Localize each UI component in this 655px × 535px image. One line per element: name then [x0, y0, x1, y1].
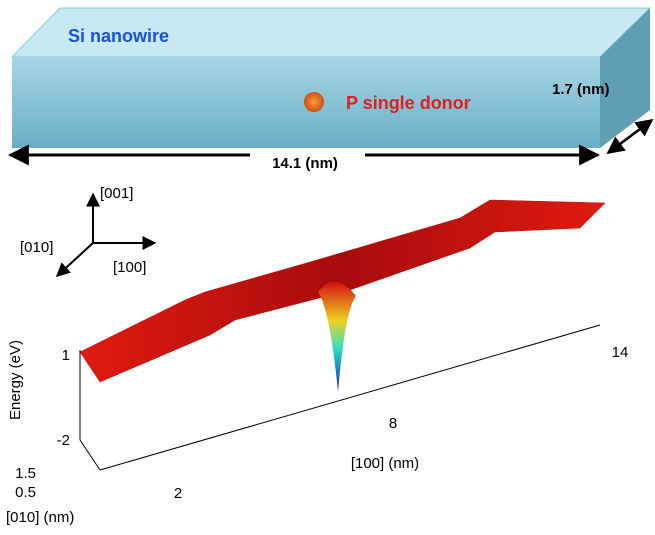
- y-tick-label: 0.5: [15, 484, 36, 501]
- x-tick-label: 8: [389, 415, 397, 432]
- key-label: [001]: [100, 185, 133, 202]
- donor-label: P single donor: [346, 93, 471, 113]
- figure: Si nanowire P single donor 1.7 (nm) 14.1…: [0, 0, 655, 530]
- length-label: 14.1 (nm): [272, 155, 338, 172]
- x-axis-label: [100] (nm): [351, 455, 419, 472]
- axis-line: [80, 440, 100, 470]
- key-label: [100]: [113, 259, 146, 276]
- wire-title: Si nanowire: [68, 26, 169, 46]
- page: Si nanowire P single donor 1.7 (nm) 14.1…: [0, 0, 655, 530]
- key-label: [010]: [20, 239, 53, 256]
- z-tick-label: 1: [62, 347, 70, 364]
- key-arrow: [57, 243, 93, 276]
- y-axis-label: [010] (nm): [6, 509, 74, 526]
- y-tick-label: 1.5: [15, 465, 36, 482]
- x-tick-label: 14: [612, 344, 629, 361]
- donor-dot: [304, 92, 324, 112]
- z-tick-label: -2: [57, 432, 70, 449]
- donor-potential: [318, 282, 356, 392]
- z-axis-label: Energy (eV): [7, 340, 24, 420]
- x-tick-label: 2: [174, 485, 182, 502]
- width-label: 1.7 (nm): [552, 81, 610, 98]
